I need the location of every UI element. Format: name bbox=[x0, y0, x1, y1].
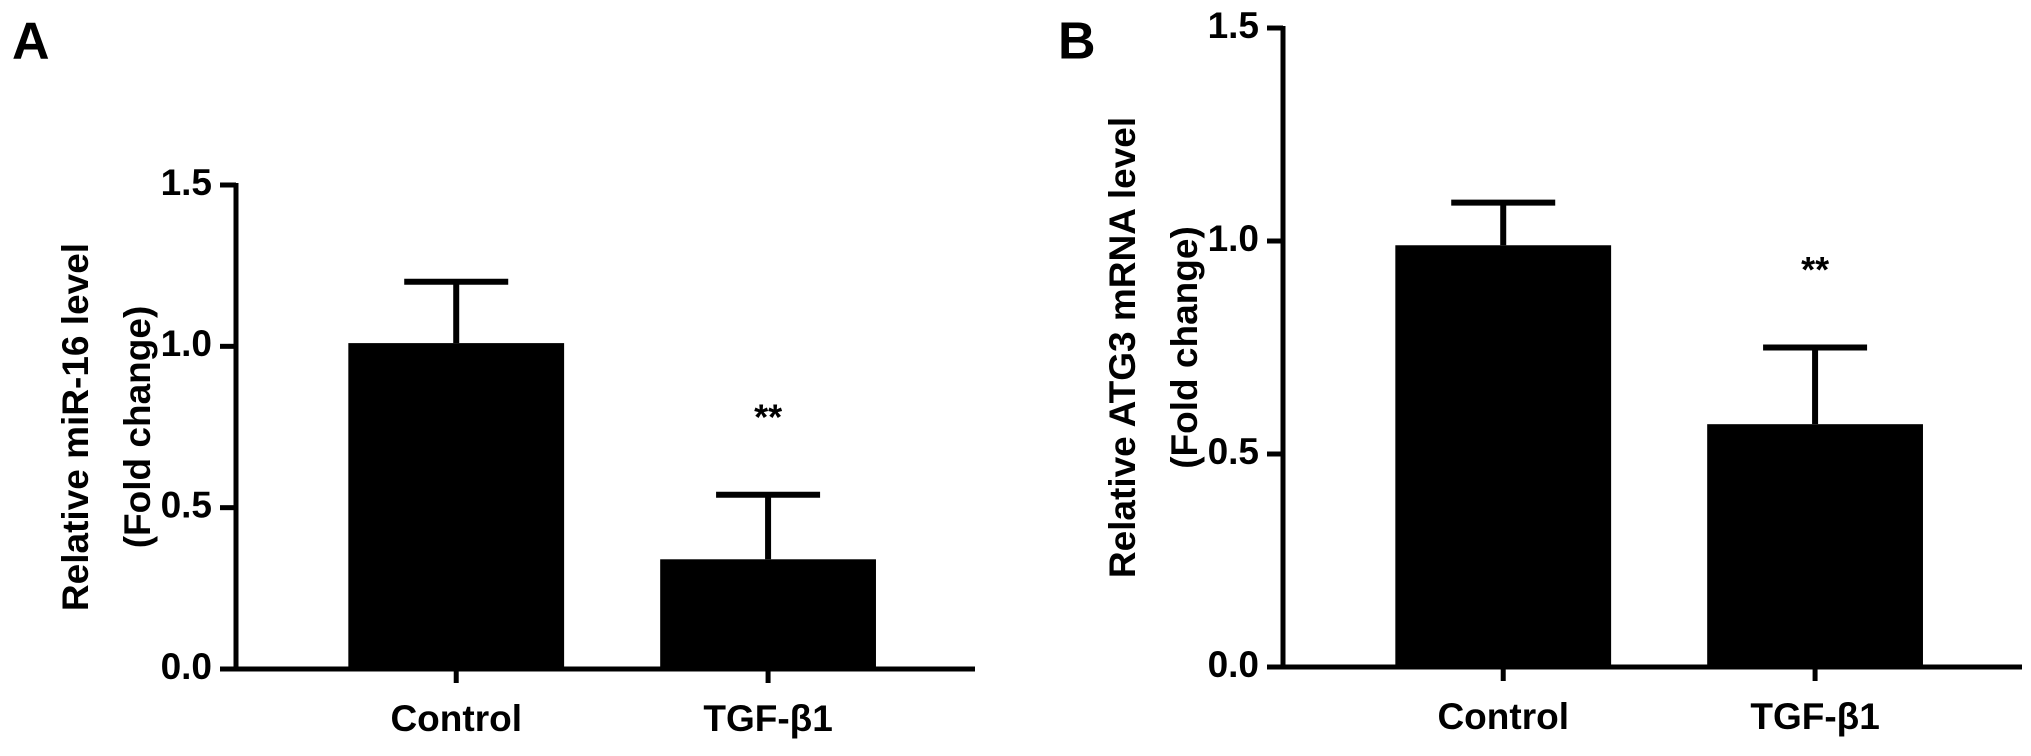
y-tick-label: 1.5 bbox=[1208, 5, 1259, 46]
panel-label: B bbox=[1058, 13, 1096, 71]
bar bbox=[660, 559, 876, 669]
x-tick-label: TGF-β1 bbox=[703, 698, 832, 739]
y-tick-label: 1.5 bbox=[161, 162, 212, 203]
bar bbox=[348, 343, 565, 669]
x-tick-label: Control bbox=[1437, 696, 1569, 737]
y-axis-label: (Fold change) bbox=[117, 306, 158, 549]
bar bbox=[1395, 245, 1612, 667]
panel-label: A bbox=[12, 13, 50, 71]
y-tick-label: 1.0 bbox=[161, 323, 212, 364]
y-axis-label: Relative miR-16 level bbox=[55, 243, 96, 611]
y-axis-label: (Fold change) bbox=[1164, 226, 1205, 469]
y-tick-label: 0.5 bbox=[161, 484, 212, 525]
y-axis-label: Relative ATG3 mRNA level bbox=[1102, 117, 1143, 578]
x-tick-label: TGF-β1 bbox=[1750, 696, 1879, 737]
y-tick-label: 0.0 bbox=[161, 646, 212, 687]
x-tick-label: Control bbox=[390, 698, 522, 739]
y-tick-label: 1.0 bbox=[1208, 218, 1259, 259]
significance: ** bbox=[754, 396, 782, 437]
significance: ** bbox=[1801, 249, 1829, 290]
bar bbox=[1707, 424, 1923, 667]
y-tick-label: 0.0 bbox=[1208, 644, 1259, 685]
y-tick-label: 0.5 bbox=[1208, 431, 1259, 472]
